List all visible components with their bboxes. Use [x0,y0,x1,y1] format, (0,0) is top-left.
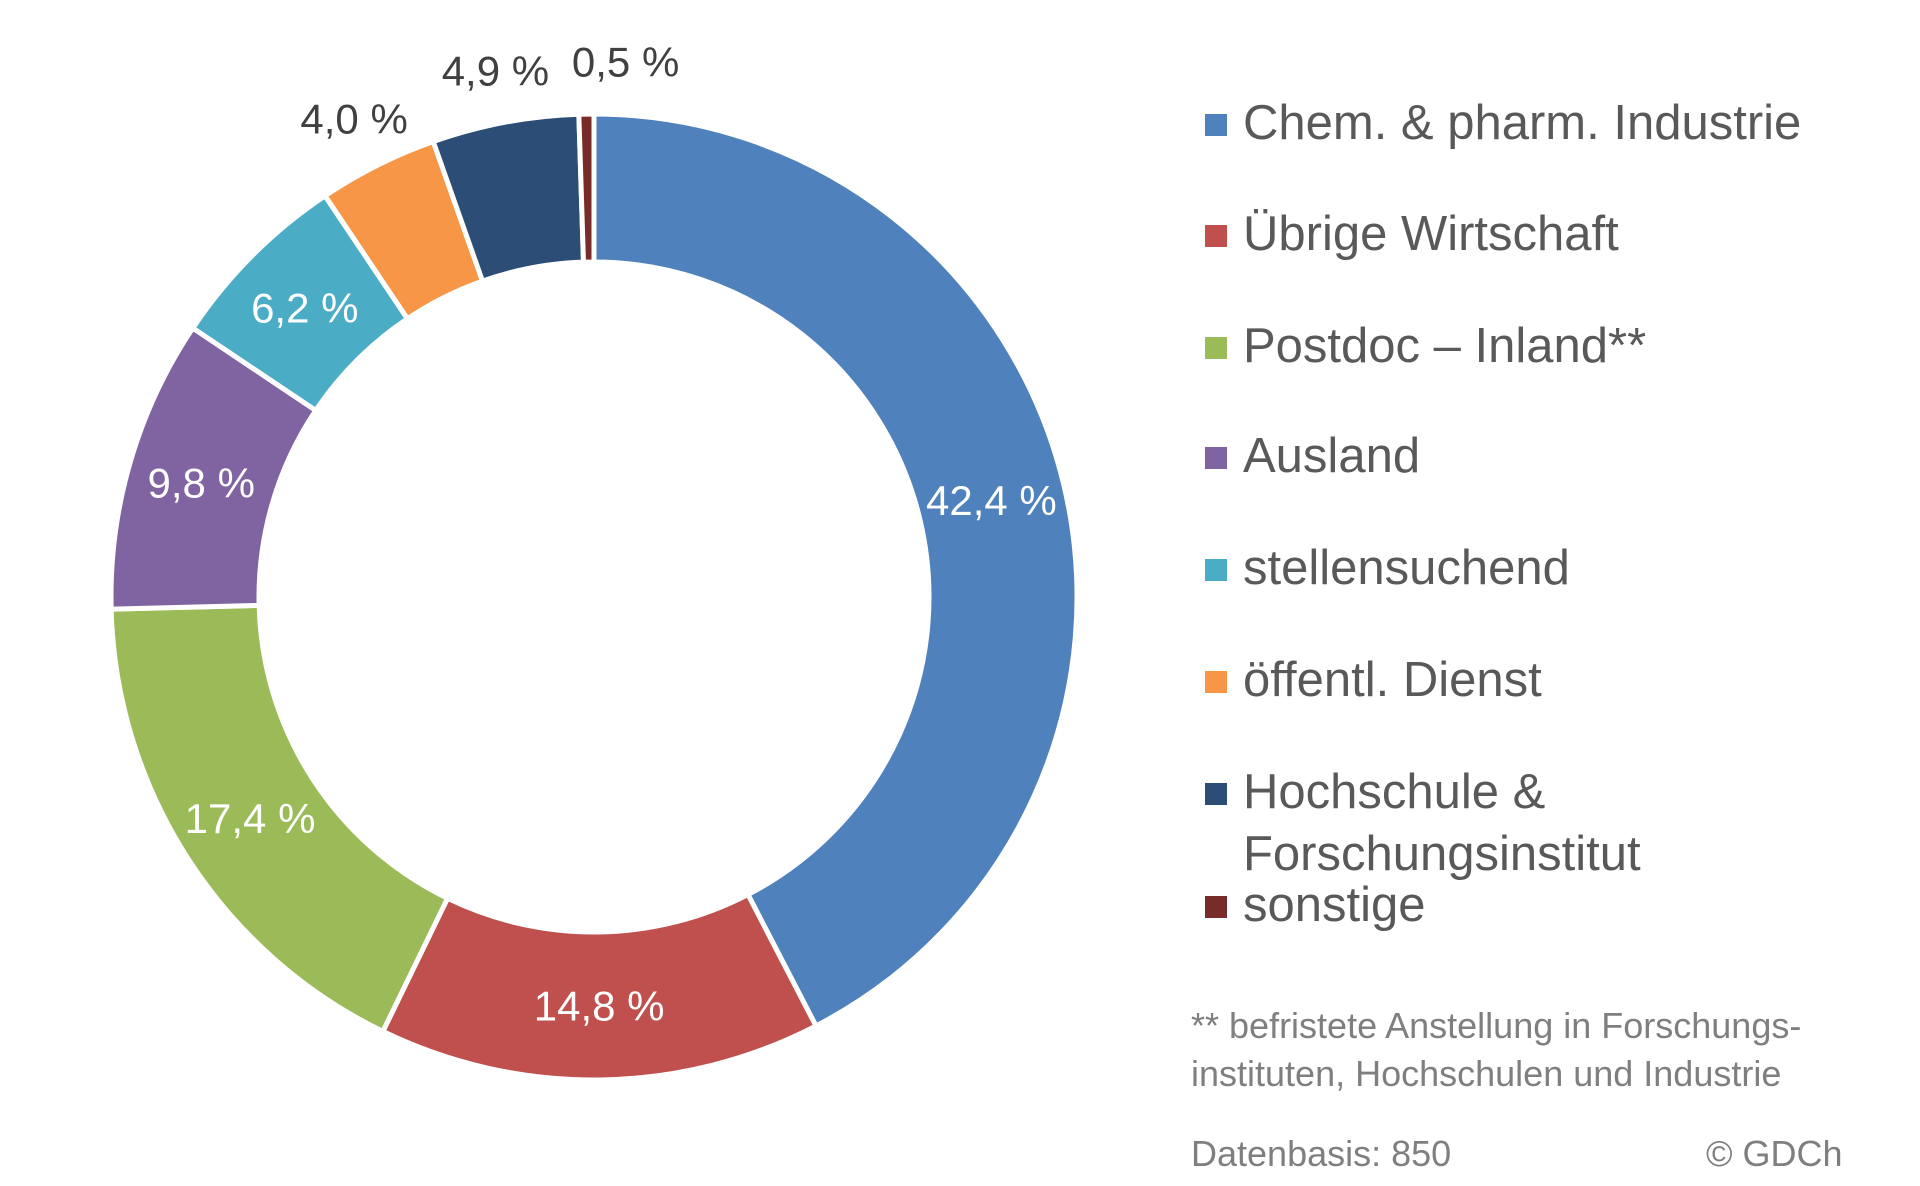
legend-swatch [1205,671,1227,693]
data-label-7: 0,5 % [572,39,679,86]
footnote-line-2: instituten, Hochschulen und Industrie [1191,1053,1782,1094]
footnote-line-1: ** befristete Anstellung in Forschungs- [1191,1005,1802,1046]
legend-label: Postdoc – Inland** [1243,319,1647,373]
data-label-1: 14,8 % [534,982,665,1029]
data-label-4: 6,2 % [251,284,358,331]
data-basis: Datenbasis: 850 [1191,1133,1452,1174]
legend-item-1: Übrige Wirtschaft [1205,203,1619,265]
legend-label: stellensuchend [1243,541,1570,595]
legend-swatch [1205,114,1227,136]
data-label-3: 9,8 % [148,459,255,506]
legend-label: Chem. & pharm. Industrie [1243,96,1802,150]
copyright: © GDCh [1706,1133,1843,1174]
legend-label: Übrige Wirtschaft [1243,207,1619,261]
legend-swatch [1205,337,1227,359]
legend-label: Hochschule & Forschungsinstitut [1243,765,1641,881]
legend-swatch [1205,559,1227,581]
slice-0 [591,111,1080,1030]
data-label-0: 42,4 % [926,477,1057,524]
data-label-5: 4,0 % [300,95,407,142]
legend-item-5: öffentl. Dienst [1205,649,1542,711]
legend-label: Ausland [1243,429,1421,483]
legend-swatch [1205,896,1227,918]
legend-label: sonstige [1243,878,1426,932]
legend-item-6: Hochschule & Forschungsinstitut [1205,761,1641,885]
slice-7 [576,111,597,265]
legend-item-3: Ausland [1205,425,1420,487]
legend-item-0: Chem. & pharm. Industrie [1205,92,1801,154]
legend-swatch [1205,225,1227,247]
legend-swatch [1205,783,1227,805]
legend-swatch [1205,447,1227,469]
legend-item-7: sonstige [1205,874,1426,936]
legend-item-4: stellensuchend [1205,537,1570,599]
data-label-6: 4,9 % [442,48,549,95]
legend-label: öffentl. Dienst [1243,653,1542,707]
legend-item-2: Postdoc – Inland** [1205,315,1646,377]
data-label-2: 17,4 % [185,795,316,842]
